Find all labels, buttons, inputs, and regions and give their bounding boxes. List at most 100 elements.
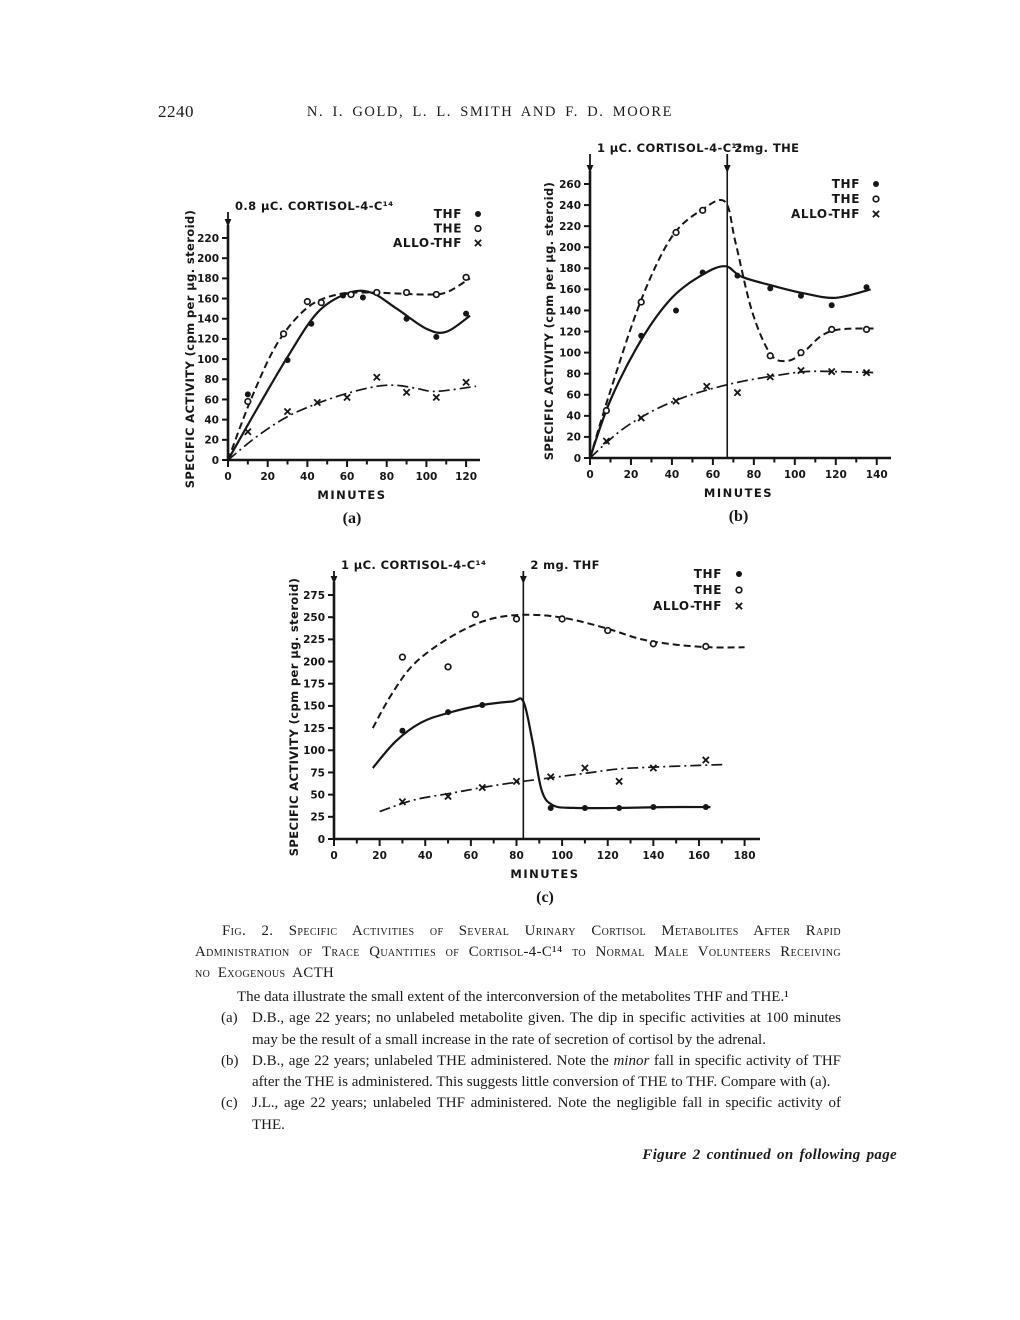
- annotation-arrow-head: [519, 576, 527, 584]
- y-tick-label: 25: [310, 812, 325, 824]
- open-circle-marker: [649, 640, 658, 648]
- annotation-text: 2 mg. THF: [530, 558, 600, 572]
- dot-marker: [284, 357, 291, 364]
- dot-marker: [479, 702, 486, 709]
- y-tick-label: 140: [559, 305, 581, 317]
- x-marker: [703, 382, 711, 391]
- open-circle-marker: [602, 406, 611, 415]
- open-circle-marker: [797, 348, 805, 357]
- x-tick-label: 140: [642, 850, 664, 862]
- open-circle-marker: [347, 290, 355, 299]
- item-label-c: (c): [221, 1095, 238, 1112]
- y-tick-label: 120: [197, 334, 219, 346]
- y-tick-label: 60: [566, 390, 581, 402]
- dot-marker: [581, 804, 588, 811]
- annotation: 1 µC. CORTISOL-4-C¹⁴: [586, 141, 742, 173]
- dot-marker: [673, 307, 680, 314]
- chart-panel-c: 0 25 50 75 100 125 150 175 200 225 250 275 0 20 40 60 80…: [272, 545, 782, 917]
- y-tick-label: 180: [559, 263, 581, 275]
- x-tick-label: 40: [300, 471, 315, 483]
- open-circle-marker: [828, 325, 836, 334]
- dot-marker: [638, 332, 645, 339]
- x-tick-label: 0: [330, 850, 337, 862]
- x-tick-label: 0: [224, 471, 231, 483]
- axes: 0 20 40 60 80 100 120 140 160 180 200 220 240 260 0 20 4…: [559, 171, 891, 481]
- y-tick-label: 225: [303, 634, 325, 646]
- page-number: 2240: [158, 102, 194, 121]
- y-tick-label: 20: [566, 432, 581, 444]
- figure-description-intro: The data illustrate the small extent of …: [237, 989, 789, 1005]
- chart-panel-b: 0 20 40 60 80 100 120 140 160 180 200 220 240 260 0 20 4…: [533, 128, 907, 536]
- x-marker: [702, 756, 710, 764]
- chart-c-svg: 0 25 50 75 100 125 150 175 200 225 250 275 0 20 40 60 80…: [287, 558, 760, 906]
- x-marker: [343, 393, 351, 402]
- open-circle-marker: [735, 586, 743, 594]
- chart-a-svg: 0 20 40 60 80 100 120 140 160 180 200 220 0 20 40 60 80 1…: [183, 199, 482, 527]
- x-marker: [827, 367, 836, 376]
- axes: 0 20 40 60 80 100 120 140 160 180 200 220 0 20 40 60 80 1…: [197, 225, 480, 483]
- x-marker: [398, 797, 407, 806]
- legend-label: THE: [832, 192, 860, 206]
- item-text-c: J.L., age 22 years; unlabeled THF admini…: [252, 1095, 841, 1133]
- x-marker: [766, 373, 774, 381]
- series-curve: [371, 697, 711, 810]
- y-tick-label: 275: [303, 590, 325, 602]
- open-circle-marker: [398, 653, 407, 661]
- legend-label: THF: [434, 207, 462, 221]
- series-thf: [371, 697, 711, 811]
- dot-marker: [463, 310, 470, 317]
- y-tick-label: 100: [197, 354, 219, 366]
- open-circle-marker: [474, 224, 482, 233]
- dot-marker: [873, 181, 879, 187]
- x-tick-label: 120: [597, 850, 619, 862]
- legend-label: THE: [694, 583, 722, 597]
- open-circle-marker: [702, 642, 710, 651]
- x-tick-label: 120: [455, 471, 477, 483]
- series-allo-thf: [379, 756, 727, 813]
- open-circle-marker: [317, 298, 325, 307]
- dot-marker: [244, 391, 251, 398]
- dot-marker: [403, 315, 410, 322]
- dot-marker: [445, 709, 452, 716]
- series-the: [371, 610, 745, 729]
- x-marker: [313, 398, 322, 407]
- y-tick-label: 200: [303, 656, 325, 668]
- legend: THF THE ALLO-THF: [653, 567, 743, 613]
- x-tick-label: 120: [825, 469, 847, 481]
- y-tick-label: 0: [318, 834, 325, 846]
- annotation: 1 µC. CORTISOL-4-C¹⁴: [330, 558, 486, 584]
- y-tick-label: 175: [303, 679, 325, 691]
- y-tick-label: 140: [197, 314, 219, 326]
- series-curve: [227, 277, 471, 461]
- series-curve: [227, 289, 471, 461]
- item-text-a: D.B., age 22 years; no unlabeled metabol…: [252, 1010, 841, 1048]
- figure-item-c: (c) J.L., age 22 years; unlabeled THF ad…: [195, 1093, 841, 1136]
- x-marker: [478, 783, 487, 792]
- dot-marker: [650, 804, 657, 811]
- series-curve: [589, 370, 877, 459]
- figure-caption: Fig. 2. Specific Activities of Several U…: [195, 921, 841, 984]
- annotation: 2 mg. THF: [519, 558, 600, 839]
- dot-marker: [734, 272, 741, 279]
- legend-label: ALLO-THF: [393, 236, 462, 250]
- item-label-b: (b): [221, 1052, 239, 1069]
- y-tick-label: 260: [559, 179, 581, 191]
- y-tick-label: 200: [559, 242, 581, 254]
- annotation-arrow-head: [723, 165, 731, 173]
- y-tick-label: 80: [566, 368, 581, 380]
- x-tick-label: 20: [260, 471, 275, 483]
- x-tick-label: 60: [340, 471, 355, 483]
- series-thf: [227, 289, 471, 461]
- x-marker: [797, 366, 805, 375]
- series-curve: [588, 265, 871, 459]
- x-tick-label: 180: [734, 850, 756, 862]
- annotation-arrow-head: [224, 219, 232, 227]
- panel-sublabel: (b): [729, 508, 749, 525]
- y-tick-label: 40: [566, 411, 581, 423]
- open-circle-marker: [512, 615, 521, 623]
- x-tick-label: 100: [784, 469, 806, 481]
- x-marker: [444, 792, 452, 801]
- chart-root: 0 20 40 60 80 100 120 140 160 180 200 220 0 20 40 60 80 1…: [183, 199, 482, 527]
- y-tick-label: 150: [303, 701, 325, 713]
- x-tick-label: 80: [379, 471, 394, 483]
